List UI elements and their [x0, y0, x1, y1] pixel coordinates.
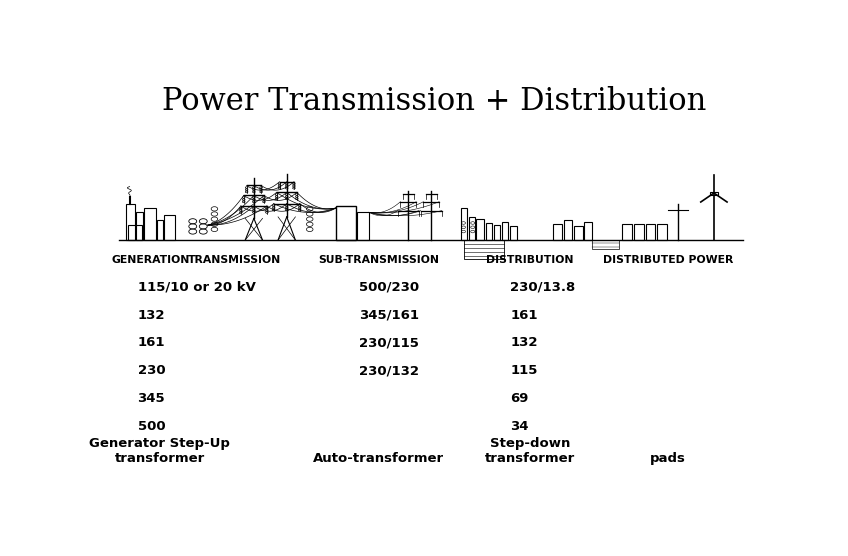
Bar — [461, 208, 467, 240]
Text: GENERATION: GENERATION — [111, 255, 190, 265]
Text: 500: 500 — [137, 420, 165, 433]
Text: 132: 132 — [510, 336, 538, 349]
Bar — [494, 225, 500, 240]
Bar — [502, 222, 508, 240]
Bar — [126, 203, 135, 240]
Text: 345/161: 345/161 — [359, 309, 419, 321]
Bar — [157, 220, 163, 240]
Bar — [710, 192, 718, 195]
Text: TRANSMISSION: TRANSMISSION — [187, 255, 281, 265]
Text: 500/230: 500/230 — [359, 281, 419, 294]
Bar — [656, 224, 667, 240]
Bar — [592, 240, 618, 249]
Bar — [357, 212, 369, 240]
Bar — [645, 224, 655, 240]
Bar — [634, 224, 644, 240]
Text: 161: 161 — [510, 309, 538, 321]
Text: 230/115: 230/115 — [359, 336, 419, 349]
Bar — [464, 240, 504, 259]
Text: DISTRIBUTION: DISTRIBUTION — [486, 255, 573, 265]
Bar — [165, 215, 175, 240]
Text: Generator Step-Up
transformer: Generator Step-Up transformer — [89, 437, 231, 465]
Bar — [144, 208, 156, 240]
Bar — [574, 226, 583, 240]
Text: 161: 161 — [137, 336, 165, 349]
Text: Step-down
transformer: Step-down transformer — [485, 437, 575, 465]
Text: 115: 115 — [510, 364, 538, 378]
Bar — [564, 220, 572, 240]
Text: SUB-TRANSMISSION: SUB-TRANSMISSION — [318, 255, 439, 265]
Bar — [137, 212, 142, 240]
Text: DISTRIBUTED POWER: DISTRIBUTED POWER — [603, 255, 733, 265]
Bar — [486, 223, 493, 240]
Bar — [510, 226, 516, 240]
Bar — [470, 216, 475, 240]
Bar — [336, 206, 356, 240]
Text: 230/13.8: 230/13.8 — [510, 281, 576, 294]
Text: 345: 345 — [137, 392, 165, 405]
Text: 132: 132 — [137, 309, 165, 321]
Text: 34: 34 — [510, 420, 528, 433]
Text: 69: 69 — [510, 392, 528, 405]
Text: 230/132: 230/132 — [359, 364, 419, 378]
Text: 115/10 or 20 kV: 115/10 or 20 kV — [137, 281, 255, 294]
Text: Power Transmission + Distribution: Power Transmission + Distribution — [163, 86, 706, 117]
Bar — [128, 225, 142, 240]
Bar — [584, 222, 592, 240]
Bar — [476, 219, 484, 240]
Bar — [622, 224, 633, 240]
Text: 230: 230 — [137, 364, 165, 378]
Bar — [553, 224, 562, 240]
Text: pads: pads — [650, 452, 686, 465]
Text: Auto-transformer: Auto-transformer — [313, 452, 444, 465]
